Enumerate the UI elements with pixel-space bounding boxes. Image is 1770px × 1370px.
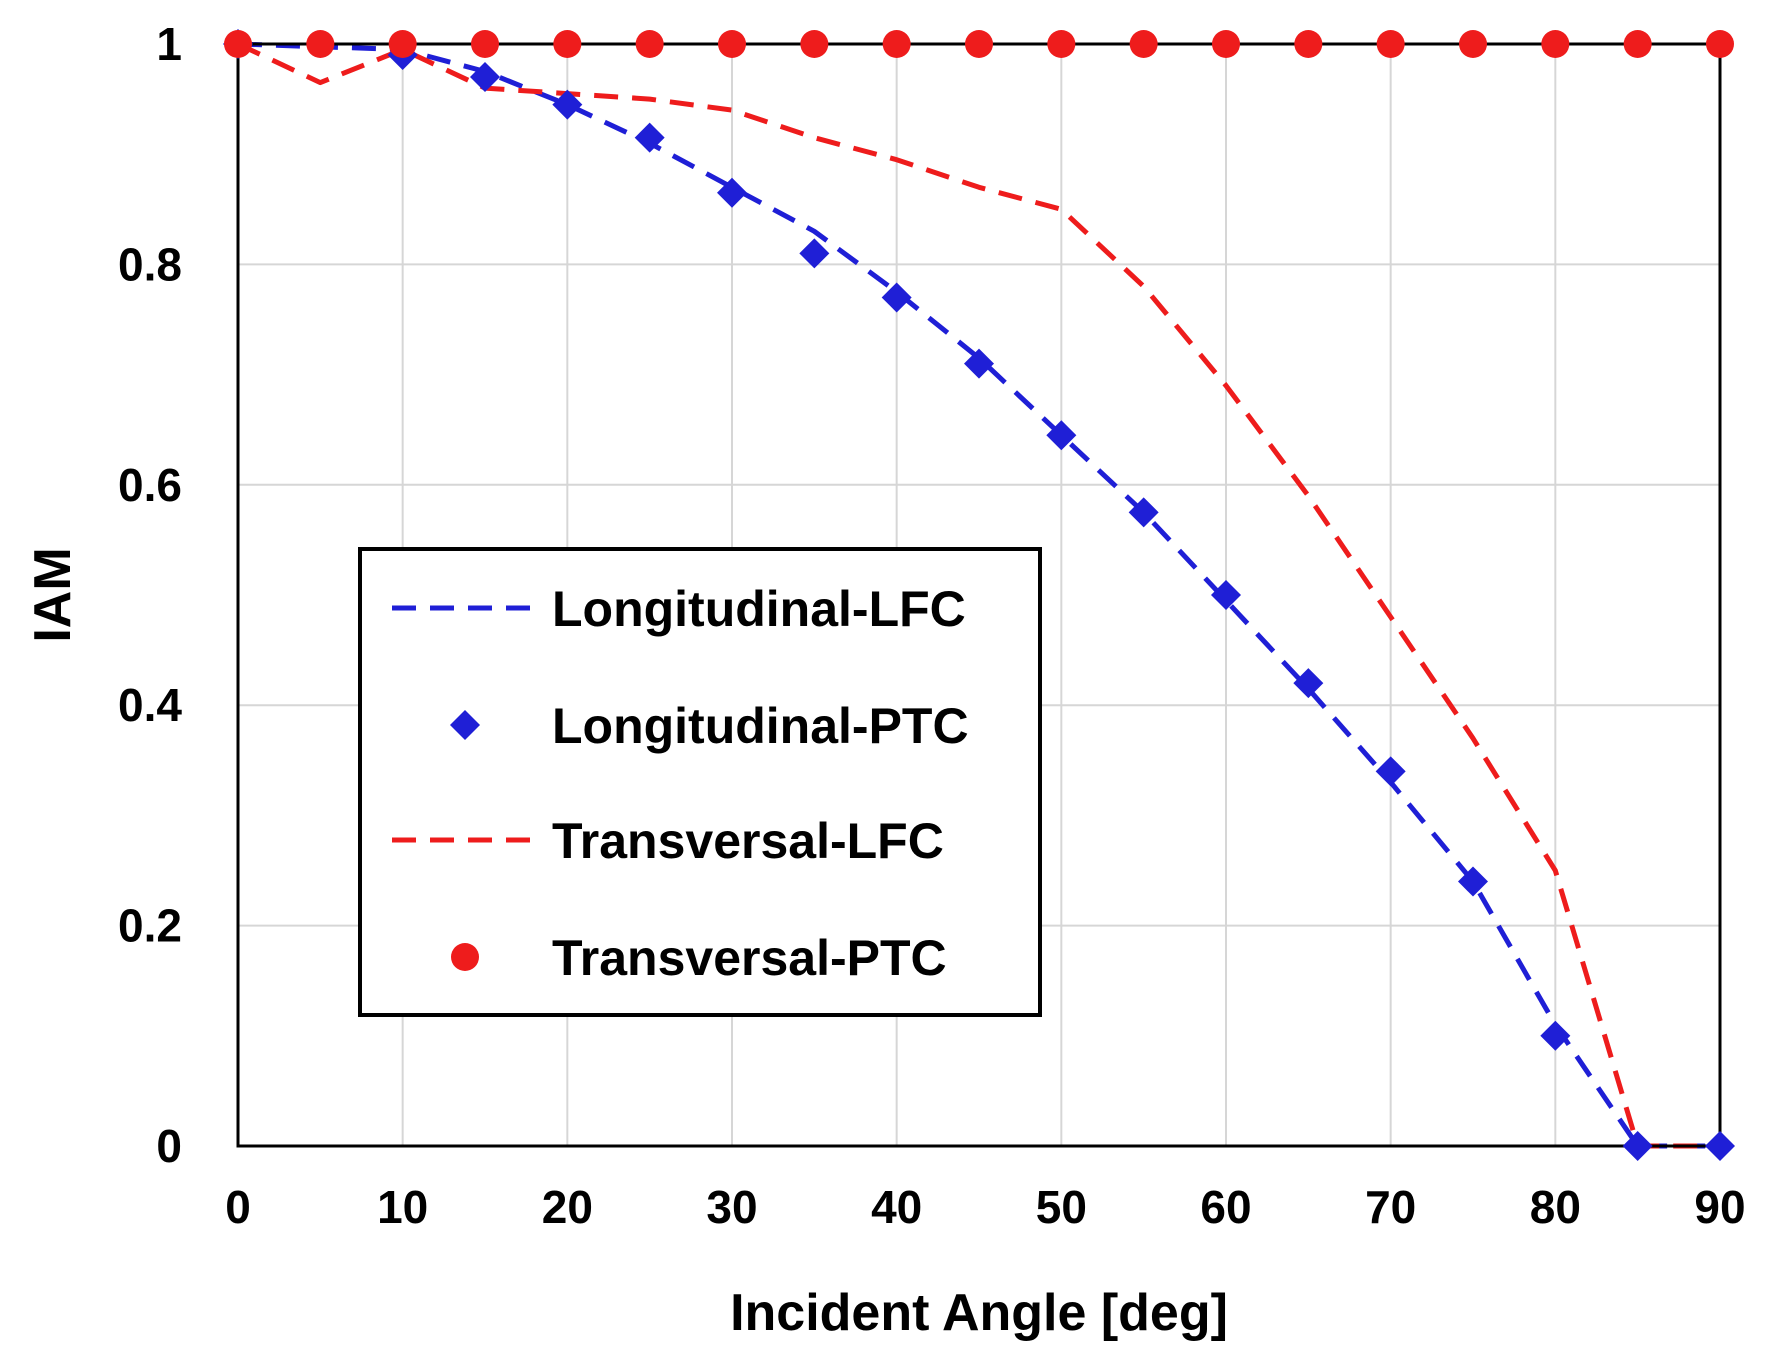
transversal-ptc-point <box>800 30 829 58</box>
x-tick-label: 30 <box>706 1181 757 1233</box>
transversal-ptc-point <box>635 30 664 58</box>
x-tick-label: 60 <box>1200 1181 1251 1233</box>
legend-label-transversal-lfc: Transversal-LFC <box>552 813 944 869</box>
transversal-ptc-point <box>1459 30 1487 58</box>
transversal-ptc-point <box>965 30 993 58</box>
y-tick-label: 0.8 <box>118 238 182 290</box>
transversal-ptc-point <box>1706 30 1734 58</box>
longitudinal-ptc-point <box>799 238 830 269</box>
y-axis-tick-labels: 0 0.2 0.4 0.6 0.8 1 <box>118 18 182 1172</box>
longitudinal-ptc-point <box>964 348 994 379</box>
transversal-ptc-point <box>1294 30 1323 58</box>
transversal-ptc-point <box>1047 30 1076 58</box>
series-markers <box>223 29 1735 1161</box>
legend: Longitudinal-LFC Longitudinal-PTC Transver… <box>358 547 1042 1017</box>
x-tick-label: 80 <box>1530 1181 1581 1233</box>
longitudinal-ptc-point <box>881 282 912 313</box>
transversal-ptc-point <box>306 30 335 58</box>
legend-swatch-transversal-ptc <box>451 943 479 971</box>
legend-swatch-longitudinal-ptc <box>450 710 480 740</box>
transversal-ptc-point <box>553 30 582 58</box>
longitudinal-ptc-point <box>1540 1020 1571 1051</box>
transversal-ptc-point <box>388 30 417 58</box>
longitudinal-ptc-point <box>1211 580 1241 610</box>
y-axis-title: IAM <box>24 547 82 642</box>
y-tick-label: 1 <box>156 18 182 70</box>
x-axis-title: Incident Angle [deg] <box>730 1284 1228 1342</box>
transversal-ptc-point <box>1623 30 1652 58</box>
longitudinal-ptc-point <box>1046 420 1077 451</box>
legend-box <box>358 547 1042 1017</box>
longitudinal-ptc-point <box>1375 756 1406 787</box>
legend-label-longitudinal-lfc: Longitudinal-LFC <box>552 581 966 637</box>
longitudinal-ptc-point <box>1293 668 1324 699</box>
x-tick-label: 20 <box>542 1181 593 1233</box>
transversal-ptc-point <box>471 30 499 58</box>
longitudinal-ptc-point <box>470 62 500 93</box>
longitudinal-ptc-point <box>1128 497 1159 528</box>
longitudinal-ptc-point <box>634 122 665 153</box>
y-tick-label: 0.4 <box>118 679 182 731</box>
longitudinal-ptc-point <box>717 177 747 208</box>
longitudinal-lfc-line <box>237 41 1720 1149</box>
x-tick-label: 40 <box>871 1181 922 1233</box>
y-tick-label: 0 <box>156 1120 182 1172</box>
x-tick-label: 70 <box>1365 1181 1416 1233</box>
x-tick-label: 0 <box>225 1181 251 1233</box>
x-tick-label: 10 <box>377 1181 428 1233</box>
transversal-ptc-point <box>718 30 746 58</box>
longitudinal-ptc-point <box>1458 866 1488 897</box>
longitudinal-ptc-point <box>552 89 583 120</box>
transversal-ptc-point <box>224 30 252 58</box>
x-tick-label: 50 <box>1036 1181 1087 1233</box>
transversal-ptc-point <box>1212 30 1240 58</box>
x-axis-tick-labels: 0 10 20 30 40 50 60 70 80 90 <box>225 1181 1745 1233</box>
y-tick-label: 0.6 <box>118 459 182 511</box>
transversal-ptc-point <box>1129 30 1158 58</box>
longitudinal-ptc-point <box>1622 1131 1653 1161</box>
transversal-ptc-point <box>882 30 911 58</box>
x-tick-label: 90 <box>1694 1181 1745 1233</box>
transversal-ptc-point <box>1376 30 1405 58</box>
transversal-ptc-point <box>1541 30 1570 58</box>
longitudinal-ptc-point <box>1705 1131 1735 1161</box>
y-tick-label: 0.2 <box>118 900 182 952</box>
legend-label-transversal-ptc: Transversal-PTC <box>552 930 947 986</box>
legend-label-longitudinal-ptc: Longitudinal-PTC <box>552 698 969 754</box>
